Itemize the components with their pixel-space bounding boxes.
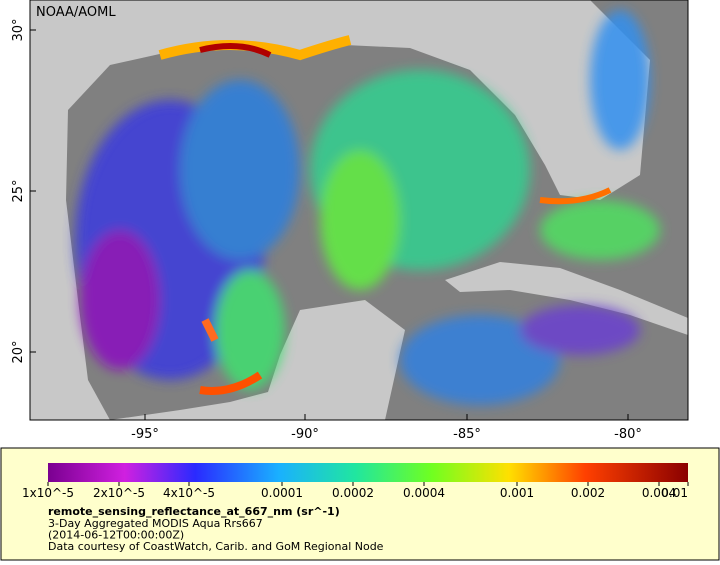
colorbar xyxy=(48,463,688,482)
legend-line: (2014-06-12T00:00:00Z) xyxy=(48,529,184,542)
lon-label: -85° xyxy=(453,427,481,442)
lat-label: 25° xyxy=(11,179,26,202)
colorbar-label: 0.0001 xyxy=(261,486,303,500)
lat-label: 20° xyxy=(11,340,26,363)
legend-line: Data courtesy of CoastWatch, Carib. and … xyxy=(48,540,384,553)
map-frame xyxy=(29,0,689,421)
colorbar-label: 0.001 xyxy=(500,486,534,500)
lon-label: -95° xyxy=(131,427,159,442)
coastal-high xyxy=(201,318,219,342)
colorbar-label: 0.0004 xyxy=(403,486,445,500)
colorbar-label: 0.0002 xyxy=(332,486,374,500)
cuba xyxy=(445,262,688,335)
coastal-high xyxy=(199,371,263,395)
legend-line: 3-Day Aggregated MODIS Aqua Rrs667 xyxy=(48,517,263,530)
lat-label: 30° xyxy=(11,18,26,41)
coastal-high xyxy=(158,35,352,61)
colorbar-label: 0.01 xyxy=(661,486,688,500)
colorbar-label: 1x10^-5 xyxy=(22,486,74,500)
lon-label: -80° xyxy=(614,427,642,442)
variable-name: remote_sensing_reflectance_at_667_nm (sr… xyxy=(48,505,340,518)
colorbar-label: 0.004 xyxy=(642,486,676,500)
coastal-peak xyxy=(199,43,272,58)
credit: NOAA/AOML xyxy=(36,5,116,20)
map xyxy=(30,0,688,420)
colorbar-label: 4x10^-5 xyxy=(163,486,215,500)
coastal-high xyxy=(539,187,612,205)
reflectance-field xyxy=(75,10,660,405)
colorbar-label: 2x10^-5 xyxy=(93,486,145,500)
colorbar-label: 0.002 xyxy=(571,486,605,500)
lon-label: -90° xyxy=(291,427,319,442)
